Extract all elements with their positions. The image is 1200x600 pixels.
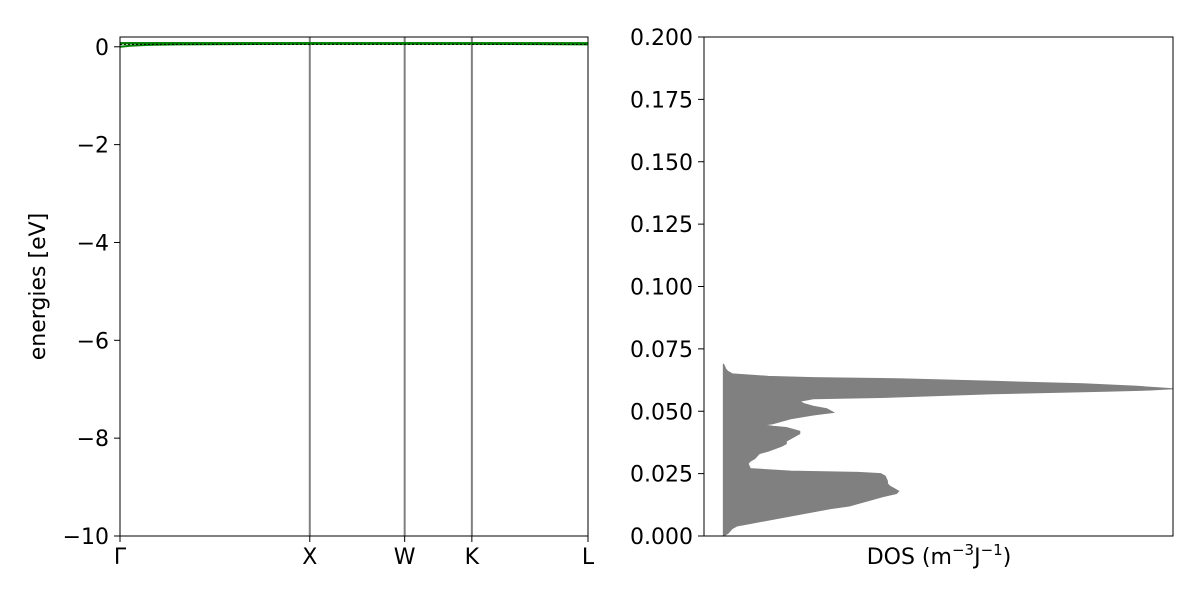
dos-y-tick-label: 0.075: [630, 338, 693, 363]
dos-y-tick-label: 0.200: [630, 26, 693, 51]
band-y-tick-label: −10: [63, 525, 109, 550]
band-y-tick-label: −8: [77, 427, 109, 452]
dos-y-tick-label: 0.175: [630, 88, 693, 113]
band-y-axis-label: energies [eV]: [26, 213, 51, 361]
band-x-tick-label: Γ: [114, 545, 127, 570]
band-x-tick-label: X: [302, 545, 317, 570]
band-x-tick-label: W: [394, 545, 416, 570]
dos-plot-area: [704, 37, 1173, 536]
dos-panel: 0.000 0.025 0.050 0.075 0.100 0.125 0.150 0.175…: [630, 26, 1174, 570]
band-x-tick-label: K: [465, 545, 480, 570]
band-y-tick-label: 0: [95, 36, 109, 61]
dos-y-tick-label: 0.025: [630, 463, 693, 488]
band-x-tick-label: L: [582, 545, 595, 570]
band-plot-area: [120, 37, 588, 536]
band-y-tick-label: −4: [77, 231, 109, 256]
band-plot-frame: [119, 36, 589, 537]
dos-y-tick-label: 0.100: [630, 276, 693, 301]
band-y-tick-label: −2: [77, 134, 109, 159]
band-y-tick-label: −6: [77, 329, 109, 354]
dos-y-tick-label: 0.050: [630, 400, 693, 425]
dos-x-axis-label: DOS (m−3J−1): [867, 541, 1012, 570]
dos-y-tick-label: 0.150: [630, 151, 693, 176]
dos-filled-area: [722, 363, 1174, 537]
band-structure-panel: 0 −2 −4 −6 −8 −10 Γ X W K L energies [eV]: [26, 36, 595, 570]
dos-y-tick-label: 0.125: [630, 213, 693, 238]
dos-y-tick-label: 0.000: [630, 525, 693, 550]
